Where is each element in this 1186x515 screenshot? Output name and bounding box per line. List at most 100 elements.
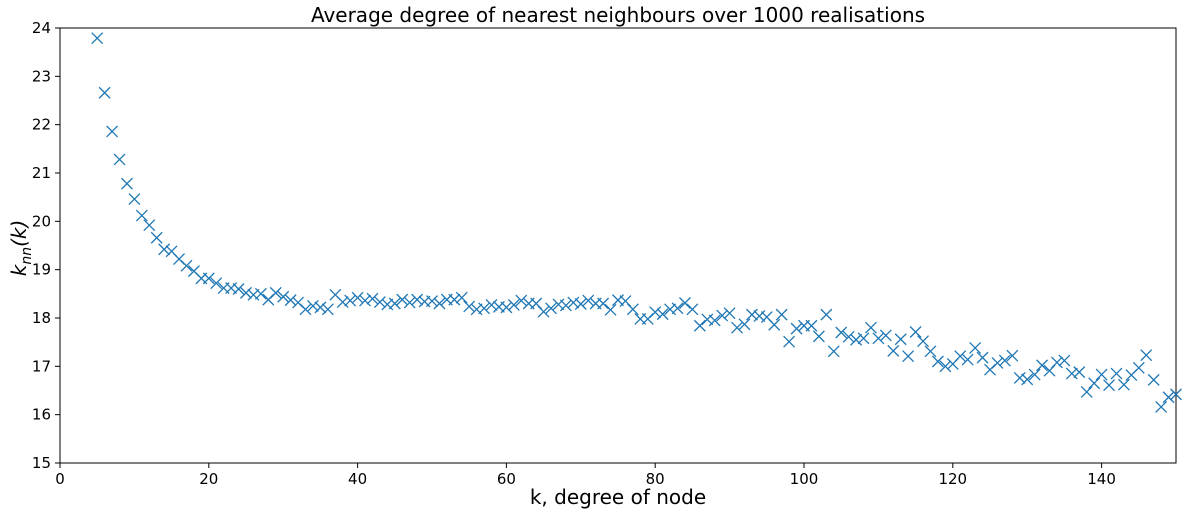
data-point-marker [455, 291, 468, 304]
data-point-marker [857, 332, 870, 345]
x-tick-label: 0 [55, 470, 65, 488]
data-point-marker [1088, 377, 1101, 390]
data-point-marker [351, 291, 364, 304]
data-point-marker [1065, 367, 1078, 380]
y-tick-label: 24 [32, 19, 51, 37]
data-point-marker [500, 301, 513, 314]
x-tick-label: 20 [199, 470, 218, 488]
data-point-marker [485, 298, 498, 311]
data-point-marker [344, 294, 357, 307]
data-point-marker [783, 335, 796, 348]
data-point-marker [284, 294, 297, 307]
x-tick-label: 80 [646, 470, 665, 488]
data-point-marker [121, 177, 133, 190]
data-point-marker [693, 319, 706, 332]
data-point-marker [686, 303, 699, 316]
data-point-marker [269, 286, 282, 299]
data-point-marker [143, 219, 156, 232]
data-point-marker [805, 319, 818, 332]
data-point-marker [931, 355, 944, 368]
x-tick-label: 140 [1087, 470, 1116, 488]
data-point-marker [403, 296, 416, 309]
data-point-marker [626, 303, 639, 316]
data-point-marker [909, 326, 922, 338]
data-point-marker [1013, 371, 1026, 384]
data-point-marker [656, 308, 669, 321]
data-point-marker [954, 350, 967, 363]
data-point-marker [731, 321, 743, 334]
data-point-marker [835, 326, 848, 339]
data-point-marker [567, 296, 580, 309]
data-point-marker [307, 299, 319, 312]
data-point-marker [1162, 391, 1175, 404]
data-point-marker [448, 293, 461, 306]
x-tick-label: 40 [348, 470, 367, 488]
data-points [91, 32, 1182, 413]
data-point-marker [745, 308, 758, 321]
data-point-marker [113, 153, 126, 166]
plot-area-frame [59, 27, 1177, 464]
data-point-marker [426, 295, 438, 308]
data-point-marker [924, 345, 937, 358]
data-point-marker [321, 303, 334, 316]
data-point-marker [359, 294, 371, 307]
chart-title: Average degree of nearest neighbours ove… [311, 3, 925, 27]
data-point-marker [1051, 356, 1063, 369]
data-point-marker [299, 303, 312, 316]
y-axis-label: knn(k) [7, 220, 35, 277]
x-tick-label: 100 [790, 470, 819, 488]
x-tick-label: 120 [938, 470, 967, 488]
data-point-marker [210, 277, 223, 290]
data-point-marker [998, 354, 1011, 367]
data-point-marker [1147, 373, 1160, 386]
data-point-marker [865, 321, 877, 334]
y-tick-label: 20 [32, 212, 51, 230]
data-point-marker [545, 302, 557, 315]
data-point-marker [649, 306, 662, 319]
data-point-marker [1095, 368, 1108, 381]
data-point-marker [1140, 349, 1153, 362]
data-point-marker [411, 293, 424, 306]
data-point-marker [671, 302, 684, 315]
data-point-marker [98, 86, 111, 99]
data-point-marker [879, 329, 892, 342]
data-point-marker [336, 296, 349, 309]
y-axis-ticks: 15 16 17 18 19 20 21 22 23 24 [32, 19, 60, 472]
data-point-marker [559, 299, 572, 312]
data-point-marker [1117, 378, 1130, 391]
data-point-marker [939, 360, 952, 373]
data-point-marker [463, 300, 476, 313]
y-axis-label-tail: (k) [7, 220, 31, 247]
data-point-marker [396, 293, 409, 306]
y-tick-label: 16 [32, 406, 51, 424]
data-point-marker [158, 243, 171, 256]
data-point-marker [604, 303, 617, 316]
data-point-marker [716, 309, 729, 322]
data-point-marker [961, 353, 974, 366]
data-point-marker [976, 351, 989, 364]
data-point-marker [768, 318, 781, 331]
x-tick-label: 60 [497, 470, 516, 488]
data-point-marker [827, 345, 840, 358]
y-tick-label: 23 [32, 67, 51, 85]
data-point-marker [991, 356, 1004, 369]
data-point-marker [515, 294, 528, 307]
y-axis-label-subscript: nn [19, 247, 35, 265]
data-point-marker [820, 308, 833, 321]
data-point-marker [135, 209, 148, 222]
y-tick-label: 21 [32, 164, 51, 182]
data-point-marker [314, 301, 327, 314]
y-tick-label: 19 [32, 261, 51, 279]
data-point-marker [128, 193, 141, 206]
data-point-marker [790, 322, 803, 335]
y-tick-label: 18 [32, 309, 51, 327]
data-point-marker [738, 318, 751, 331]
data-point-marker [723, 307, 736, 320]
x-axis-ticks: 0 20 40 60 80 100 120 140 [55, 463, 1116, 488]
data-point-marker [708, 314, 721, 327]
data-point-marker [1170, 388, 1182, 401]
data-point-marker [388, 297, 401, 310]
data-point-marker [202, 272, 215, 285]
y-tick-label: 17 [32, 357, 51, 375]
